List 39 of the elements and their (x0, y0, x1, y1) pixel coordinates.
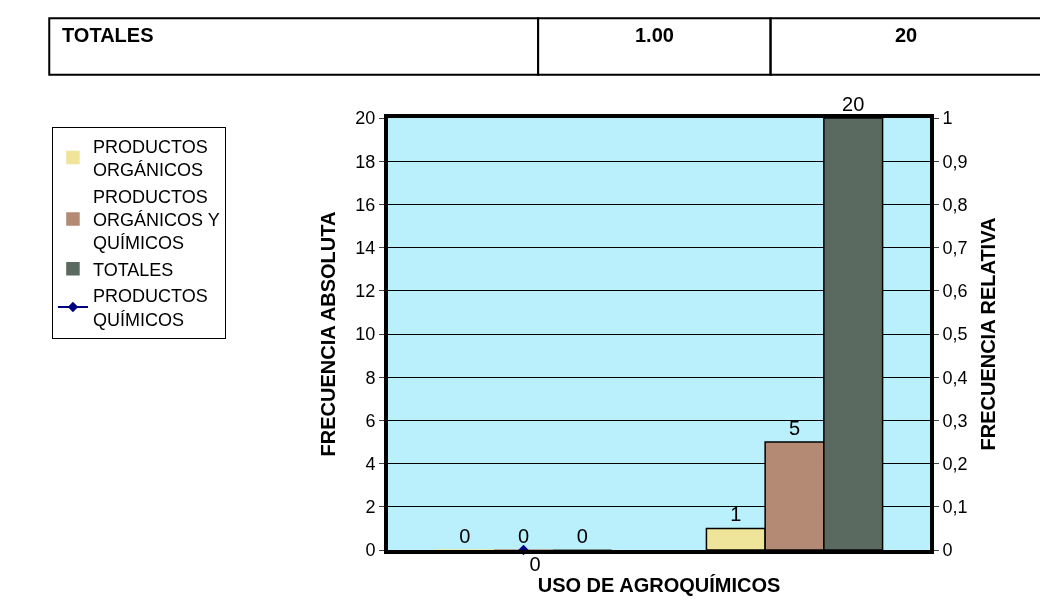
y-tick-label: 12 (355, 281, 376, 302)
data-label: 0 (529, 553, 541, 575)
y-tick-label: 18 (355, 151, 376, 172)
y-axis-title: FRECUENCIA ABSOLUTA (317, 211, 340, 457)
y2-tick-label: 0,1 (942, 497, 968, 518)
y2-tick-label: 0,2 (942, 453, 968, 474)
y2-tick-label: 0,9 (942, 151, 968, 172)
y2-tick-label: 0,4 (942, 367, 968, 388)
text: 20 (895, 24, 918, 46)
legend-label: PRODUCTOS ORGÁNICOS Y QUÍMICOS (92, 186, 220, 254)
y-tick-label: 0 (365, 540, 376, 561)
y-tick-label: 10 (355, 324, 376, 345)
y-tick-label: 8 (365, 367, 376, 388)
y2-tick-label: 0,3 (942, 410, 968, 431)
data-label: 20 (842, 93, 865, 115)
data-label: 1 (730, 503, 742, 526)
legend-label: PRODUCTOS ORGÁNICOS (92, 136, 208, 181)
text: 1.00 (635, 24, 674, 46)
y-tick-label: 2 (365, 497, 376, 518)
y2-tick-label: 0 (942, 540, 953, 561)
y-tick-label: 4 (365, 453, 376, 474)
legend-label: PRODUCTOS QUÍMICOS (92, 286, 208, 330)
data-label: 0 (576, 525, 588, 547)
y2-tick-label: 0,5 (942, 324, 968, 345)
y2-tick-label: 0,7 (942, 237, 968, 258)
text: TOTALES (62, 24, 154, 46)
y-tick-label: 6 (365, 410, 376, 431)
y2-tick-label: 1 (942, 108, 953, 129)
legend-label: TOTALES (92, 259, 174, 280)
y2-tick-label: 0,6 (942, 281, 968, 302)
y-tick-label: 20 (355, 108, 376, 129)
x-axis-title: USO DE AGROQUÍMICOS (537, 573, 781, 596)
y2-axis-title: FRECUENCIA RELATIVA (976, 217, 999, 451)
data-label: 5 (788, 417, 801, 439)
data-label: 0 (459, 525, 471, 547)
y-tick-label: 14 (355, 237, 376, 258)
y-tick-label: 16 (355, 194, 376, 215)
data-label: 0 (517, 525, 530, 547)
y2-tick-label: 0,8 (942, 194, 968, 215)
